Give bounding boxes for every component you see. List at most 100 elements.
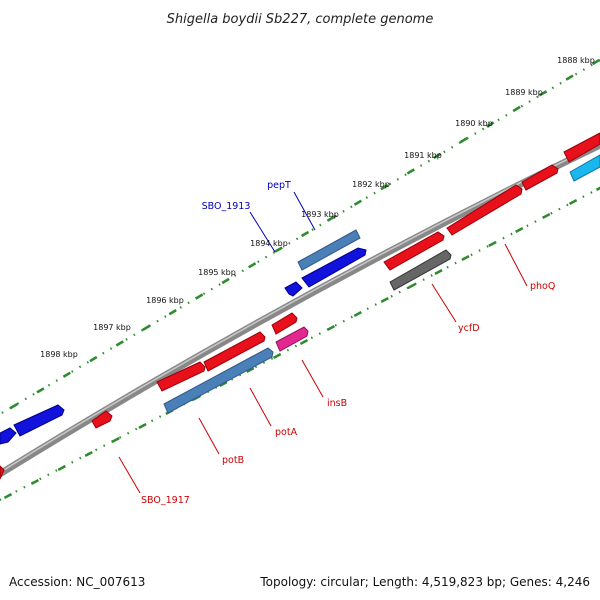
major-tick <box>299 339 309 345</box>
gene-feature-red[interactable] <box>271 312 298 335</box>
outer-tick-track <box>0 58 600 416</box>
gene-feature-insb[interactable] <box>275 326 309 352</box>
major-tick <box>89 355 98 363</box>
major-tick <box>486 121 495 128</box>
major-tick <box>353 199 363 206</box>
backbone-highlight <box>0 142 600 474</box>
major-tick <box>219 381 228 387</box>
major-tick <box>434 269 443 275</box>
gene-label-pota[interactable]: potA <box>275 427 298 438</box>
tick-label: 1888 kbp <box>557 56 595 65</box>
tick-label: 1897 kbp <box>93 323 131 332</box>
major-tick <box>168 309 177 316</box>
major-tick <box>512 105 521 113</box>
gene-feature-pota[interactable] <box>163 347 274 414</box>
tick-label: 1889 kbp <box>505 88 543 97</box>
gene-feature-red[interactable] <box>91 410 113 429</box>
tick-label: 1895 kbp <box>198 268 236 277</box>
leader-phoq <box>504 243 528 287</box>
gene-feature-sbo1913[interactable] <box>284 281 303 297</box>
outer-major-ticks <box>9 58 600 410</box>
leader-potb <box>198 417 220 455</box>
gene-label-sbo1913[interactable]: SBO_1913 <box>202 201 251 212</box>
gene-feature-pept[interactable] <box>301 247 367 288</box>
major-tick <box>327 215 336 222</box>
inner-tick-track <box>0 186 600 502</box>
gene-feature-blue[interactable] <box>0 427 17 445</box>
leader-insb <box>301 359 324 398</box>
major-tick <box>3 493 13 499</box>
major-tick <box>300 230 310 238</box>
gene-feature-red[interactable] <box>521 164 559 191</box>
major-tick <box>221 277 230 285</box>
leader-sbo1917 <box>118 456 141 494</box>
inner-major-ticks <box>3 186 600 499</box>
gene-label-potb[interactable]: potB <box>222 455 244 466</box>
major-tick <box>138 423 147 429</box>
major-tick <box>595 186 600 191</box>
tick-label: 1892 kbp <box>352 180 390 189</box>
gene-feature-red[interactable] <box>203 331 266 372</box>
major-tick <box>326 325 336 331</box>
accession-text: Accession: NC_007613 <box>9 575 145 589</box>
major-tick <box>30 479 40 485</box>
major-tick <box>461 255 470 261</box>
major-tick <box>36 387 45 394</box>
major-tick <box>272 353 282 359</box>
outer-minor-ticks <box>0 59 600 416</box>
gene-feature-ycfd[interactable] <box>389 249 452 291</box>
gene-label-pept[interactable]: pepT <box>267 180 291 191</box>
gene-feature-steel[interactable] <box>297 229 361 271</box>
gene-labels: pepT SBO_1913 phoQ ycfD insB potA potB S… <box>141 180 555 506</box>
leader-sbo1913 <box>249 211 276 253</box>
major-tick <box>62 371 72 378</box>
tick-label: 1893 kbp <box>301 210 339 219</box>
reverse-strand-genes <box>0 154 600 480</box>
major-tick <box>195 293 204 300</box>
major-tick <box>407 283 416 289</box>
major-tick <box>380 183 389 191</box>
gene-label-sbo1917[interactable]: SBO_1917 <box>141 495 190 506</box>
gene-label-insb[interactable]: insB <box>327 398 347 409</box>
leader-ycfd <box>431 283 457 323</box>
gene-feature-red[interactable] <box>446 184 523 236</box>
major-tick <box>568 199 578 205</box>
major-tick <box>565 74 574 81</box>
major-tick <box>488 241 497 247</box>
gene-feature-cyan[interactable] <box>569 154 600 182</box>
tick-label: 1890 kbp <box>455 119 493 128</box>
gene-feature-red[interactable] <box>383 231 445 271</box>
map-title: Shigella boydii Sb227, complete genome <box>167 12 434 27</box>
gene-feature-red[interactable] <box>156 361 206 392</box>
major-tick <box>353 311 362 317</box>
topology-summary: Topology: circular; Length: 4,519,823 bp… <box>259 575 590 589</box>
major-tick <box>591 58 600 66</box>
major-tick <box>115 340 124 347</box>
major-tick <box>9 402 19 410</box>
leader-pota <box>249 387 272 427</box>
gene-feature-blue[interactable] <box>13 404 65 437</box>
major-tick <box>380 297 389 303</box>
gene-feature-red[interactable] <box>563 132 600 163</box>
tick-label: 1891 kbp <box>404 151 442 160</box>
major-tick <box>433 152 442 159</box>
tick-label: 1898 kbp <box>40 350 78 359</box>
major-tick <box>246 367 255 373</box>
gene-feature-red[interactable] <box>0 465 5 480</box>
inner-minor-ticks <box>0 187 600 502</box>
tick-label: 1894 kbp <box>250 239 288 248</box>
leader-pept <box>293 191 316 231</box>
major-tick <box>57 465 66 471</box>
tick-label: 1896 kbp <box>146 296 184 305</box>
forward-strand-genes <box>0 132 600 445</box>
major-tick <box>538 90 548 97</box>
major-tick <box>274 246 283 253</box>
tick-labels: 1888 kbp 1889 kbp 1890 kbp 1891 kbp 1892… <box>40 56 595 359</box>
major-tick <box>542 213 551 219</box>
major-tick <box>459 137 468 144</box>
gene-label-ycfd[interactable]: ycfD <box>458 323 480 334</box>
major-tick <box>515 227 524 233</box>
major-tick <box>406 168 415 175</box>
gene-label-phoq[interactable]: phoQ <box>530 281 555 292</box>
